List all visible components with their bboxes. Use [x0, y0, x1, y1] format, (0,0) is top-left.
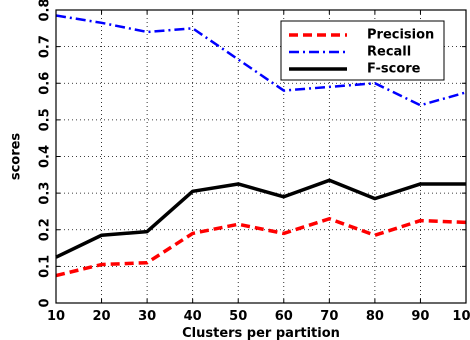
x-tick-label: 40	[184, 309, 202, 324]
x-tick-label: 80	[366, 309, 384, 324]
y-tick-label: 0.6	[38, 72, 53, 95]
y-tick-label: 0.4	[38, 145, 53, 168]
series-line-recall	[55, 14, 467, 107]
y-tick-label: 0.1	[38, 255, 53, 278]
x-tick-label: 30	[138, 309, 156, 324]
series-line-f-score	[55, 178, 466, 259]
legend-label-precision: Precision	[367, 28, 434, 43]
y-tick-label: 0.2	[38, 218, 53, 241]
y-tick-label: 0.7	[38, 35, 53, 58]
legend-label-recall: Recall	[367, 45, 411, 60]
x-tick-label: 90	[411, 309, 429, 324]
x-axis-label: Clusters per partition	[182, 326, 340, 340]
legend-label-f-score: F-score	[367, 62, 421, 77]
x-tick-label: 10	[47, 309, 65, 324]
y-tick-label: 0.5	[38, 108, 53, 131]
x-tick-label: 50	[229, 309, 247, 324]
series-layer	[55, 14, 467, 278]
x-tick-label: 60	[275, 309, 293, 324]
y-tick-label: 0.8	[38, 0, 53, 22]
legend: Precision Recall F-score	[280, 20, 445, 81]
series-line-precision	[55, 217, 467, 278]
x-tick-label: 70	[320, 309, 338, 324]
x-tick-label: 100	[452, 309, 470, 324]
x-tick-label: 20	[93, 309, 111, 324]
x-axis: 10 20 30 40 50 60 70 80 90 100	[47, 10, 470, 324]
y-axis-label: scores	[9, 133, 24, 181]
y-tick-label: 0.3	[38, 182, 53, 205]
y-axis: 0 0.1 0.2 0.3 0.4 0.5 0.6 0.7 0.8	[38, 0, 466, 308]
y-tick-label: 0	[38, 298, 53, 307]
